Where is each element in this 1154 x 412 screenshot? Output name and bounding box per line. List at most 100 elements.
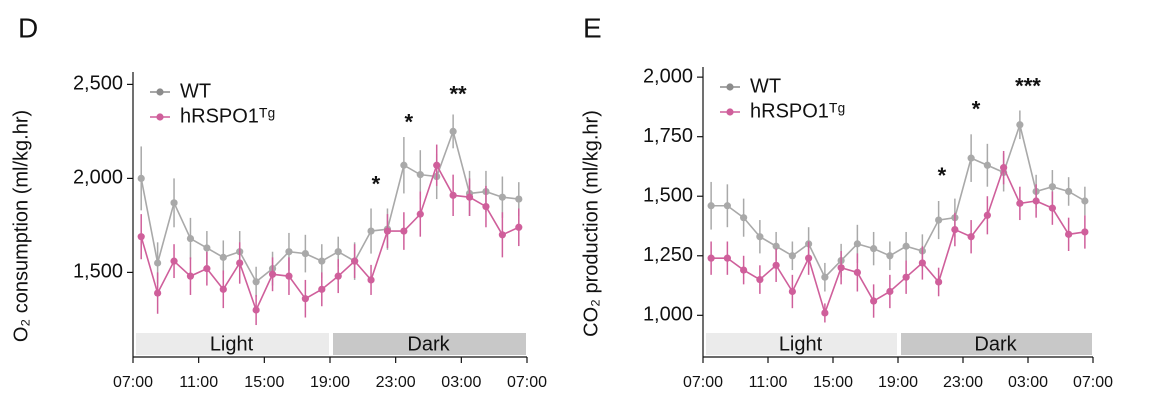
- data-point: [449, 191, 457, 199]
- y-axis-label: O₂ consumption (ml/kg.hr): [10, 110, 32, 342]
- data-point: [853, 240, 861, 248]
- data-point: [805, 254, 813, 262]
- legend-marker: [156, 113, 164, 121]
- series: [137, 114, 523, 297]
- data-point: [788, 252, 796, 260]
- data-point: [351, 257, 359, 265]
- data-point: [515, 223, 523, 231]
- x-tick-label: 23:00: [376, 374, 416, 391]
- data-point: [772, 261, 780, 269]
- panel-label: D: [18, 12, 38, 43]
- data-point: [707, 202, 715, 210]
- data-point: [301, 250, 309, 258]
- data-point: [772, 242, 780, 250]
- data-point: [886, 287, 894, 296]
- data-point: [837, 264, 845, 272]
- data-point: [723, 254, 731, 262]
- data-point: [1081, 197, 1089, 205]
- data-point: [1016, 121, 1024, 129]
- y-tick-label: 2,000: [73, 167, 123, 189]
- x-tick-label: 07:00: [1073, 374, 1113, 391]
- data-point: [498, 231, 506, 239]
- data-point: [170, 199, 178, 207]
- series: [707, 150, 1089, 323]
- x-tick-label: 19:00: [878, 374, 918, 391]
- data-point: [170, 257, 178, 265]
- data-point: [400, 161, 408, 169]
- period-label: Light: [210, 333, 254, 355]
- series: [137, 144, 523, 326]
- data-point: [1081, 228, 1089, 236]
- significance: *: [972, 96, 981, 121]
- legend-marker: [156, 88, 164, 96]
- data-point: [1016, 199, 1024, 207]
- data-point: [416, 171, 424, 179]
- data-point: [740, 266, 748, 274]
- x-tick-label: 19:00: [310, 374, 350, 391]
- data-point: [252, 278, 260, 286]
- period-label: Dark: [407, 333, 450, 355]
- data-point: [1000, 164, 1008, 172]
- period-bar: [136, 333, 329, 355]
- data-point: [482, 203, 490, 211]
- data-point: [951, 225, 959, 234]
- data-point: [935, 216, 943, 224]
- legend-marker: [726, 83, 734, 91]
- period-label: Light: [779, 333, 823, 355]
- data-point: [1065, 187, 1073, 196]
- significance: *: [405, 110, 414, 135]
- data-point: [967, 233, 975, 241]
- y-axis-label: CO₂ production (ml/kg.hr): [580, 110, 602, 337]
- data-line: [711, 121, 1086, 279]
- significance: *: [372, 172, 381, 197]
- data-point: [465, 193, 474, 201]
- data-point: [1048, 183, 1056, 191]
- data-point: [252, 306, 260, 314]
- period-bar: [706, 333, 897, 355]
- significance: *: [938, 163, 947, 188]
- legend-label: hRSPO1ᵀᵍ: [750, 100, 845, 122]
- data-point: [334, 272, 342, 280]
- y-tick-label: 1,500: [73, 261, 123, 283]
- y-tick-label: 1,750: [643, 125, 693, 147]
- data-point: [268, 270, 277, 278]
- data-point: [515, 195, 523, 203]
- data-point: [318, 285, 326, 293]
- data-point: [853, 268, 861, 277]
- x-tick-label: 15:00: [813, 374, 853, 391]
- data-point: [756, 233, 764, 241]
- data-point: [137, 233, 145, 241]
- data-point: [186, 234, 195, 243]
- x-tick-label: 07:00: [113, 374, 153, 391]
- panel-label: E: [583, 12, 602, 43]
- series: [707, 110, 1089, 292]
- legend-label: WT: [750, 75, 781, 97]
- data-point: [902, 242, 910, 250]
- x-tick-label: 23:00: [943, 374, 983, 391]
- data-point: [1032, 197, 1040, 205]
- data-point: [433, 161, 441, 169]
- data-point: [154, 259, 162, 267]
- y-tick-label: 1,000: [643, 304, 693, 326]
- data-point: [935, 278, 943, 286]
- x-tick-label: 03:00: [441, 374, 481, 391]
- data-point: [416, 210, 424, 218]
- data-point: [367, 227, 375, 235]
- data-point: [821, 309, 829, 317]
- data-point: [870, 297, 878, 305]
- data-point: [756, 275, 764, 284]
- data-point: [219, 285, 227, 293]
- data-point: [449, 127, 457, 135]
- data-line: [140, 163, 520, 313]
- data-point: [383, 227, 392, 235]
- data-point: [400, 227, 408, 235]
- data-point: [186, 272, 195, 280]
- significance: ***: [1015, 74, 1041, 99]
- data-point: [740, 214, 748, 222]
- data-point: [219, 253, 227, 261]
- data-point: [367, 276, 375, 284]
- y-tick-label: 2,500: [73, 73, 123, 95]
- y-tick-label: 1,500: [643, 185, 693, 207]
- data-point: [203, 265, 211, 273]
